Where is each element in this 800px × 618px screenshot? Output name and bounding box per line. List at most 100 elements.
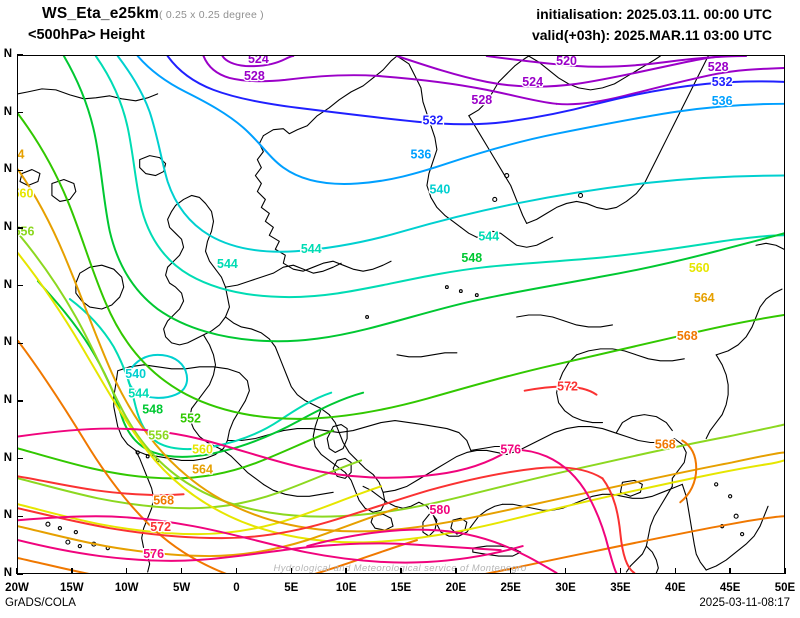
contour-552 bbox=[18, 112, 784, 420]
contour-576-e bbox=[499, 448, 618, 573]
lon-label-15W: 15W bbox=[60, 582, 84, 594]
contour-528-east bbox=[555, 66, 784, 106]
lon-tick-10E bbox=[345, 568, 347, 574]
contour-label-560-33: 560 bbox=[18, 186, 33, 200]
lon-tick-40E bbox=[674, 568, 676, 574]
contour-label-568-16: 568 bbox=[677, 329, 698, 343]
contour-572-arc bbox=[523, 385, 598, 396]
contour-552-iberia bbox=[18, 429, 335, 480]
contour-label-548-13: 548 bbox=[461, 251, 482, 265]
contour-548 bbox=[62, 56, 784, 343]
contour-label-564-32: 564 bbox=[18, 148, 24, 162]
lat-label-6: N bbox=[3, 394, 12, 406]
contour-568 bbox=[18, 339, 784, 573]
contour-label-564-28: 564 bbox=[192, 462, 213, 476]
model-name: WS_Eta_e25km bbox=[42, 5, 159, 22]
contour-568-me bbox=[679, 439, 698, 504]
lat-tick-0 bbox=[17, 54, 23, 56]
contour-label-544-23: 544 bbox=[128, 387, 149, 401]
lat-label-1: N bbox=[3, 105, 12, 118]
lon-tick-25E bbox=[510, 568, 512, 574]
lon-label-10E: 10E bbox=[335, 582, 357, 594]
lat-label-3: N bbox=[3, 221, 12, 233]
lat-label-5: N bbox=[3, 336, 12, 349]
lon-label-5W: 5W bbox=[172, 582, 191, 594]
lat-label-2: N bbox=[3, 163, 12, 176]
contour-label-548-24: 548 bbox=[142, 403, 163, 417]
lat-tick-6 bbox=[17, 400, 23, 402]
contour-label-544-12: 544 bbox=[478, 229, 499, 243]
contour-label-576-31: 576 bbox=[143, 547, 164, 561]
lat-label-7: N bbox=[3, 451, 12, 464]
contour-548-iberia bbox=[36, 280, 365, 458]
lon-label-30E: 30E bbox=[555, 582, 576, 594]
lat-tick-1 bbox=[17, 112, 23, 114]
lat-tick-4 bbox=[17, 285, 23, 287]
figure-header: WS_Eta_e25km( 0.25 x 0.25 degree ) <500h… bbox=[0, 0, 800, 52]
contour-label-560-27: 560 bbox=[192, 442, 213, 456]
contour-524-west bbox=[221, 56, 295, 68]
contour-label-528-4: 528 bbox=[471, 93, 492, 107]
contour-556-afr bbox=[18, 459, 363, 510]
contour-580 bbox=[18, 515, 524, 564]
lat-tick-3 bbox=[17, 227, 23, 229]
model-resolution: ( 0.25 x 0.25 degree ) bbox=[159, 9, 264, 21]
lon-tick-30E bbox=[564, 568, 567, 574]
contour-label-528-1: 528 bbox=[244, 69, 265, 83]
lat-tick-8 bbox=[17, 515, 23, 517]
lat-label-9: N bbox=[3, 567, 12, 579]
contour-label-560-14: 560 bbox=[689, 261, 710, 275]
lon-tick-5W bbox=[180, 568, 183, 574]
lon-tick-20W bbox=[16, 568, 18, 574]
lon-label-25E: 25E bbox=[500, 582, 521, 594]
lon-label-50E: 50E bbox=[774, 582, 796, 594]
contour-540 bbox=[116, 56, 784, 253]
producer-credit: GrADS/COLA bbox=[5, 597, 76, 609]
generation-timestamp: 2025-03-11-08:17 bbox=[699, 597, 790, 609]
contour-564 bbox=[18, 168, 784, 533]
lat-label-4: N bbox=[3, 278, 12, 291]
contour-label-556-26: 556 bbox=[148, 429, 169, 443]
contour-label-568-18: 568 bbox=[655, 437, 676, 451]
lon-tick-5E bbox=[290, 568, 292, 574]
contour-576 bbox=[18, 539, 502, 562]
lat-label-0: N bbox=[3, 48, 12, 60]
contour-label-524-3: 524 bbox=[522, 75, 543, 89]
lon-label-40E: 40E bbox=[665, 582, 686, 594]
contour-572-levant bbox=[601, 477, 636, 573]
contour-560 bbox=[18, 252, 784, 544]
valid-time: valid(+03h): 2025.MAR.11 03:00 UTC bbox=[531, 27, 772, 43]
lon-label-15E: 15E bbox=[390, 582, 412, 594]
coastlines-layer bbox=[18, 56, 784, 573]
model-title: WS_Eta_e25km( 0.25 x 0.25 degree ) bbox=[42, 5, 264, 23]
contour-label-532-7: 532 bbox=[712, 75, 733, 89]
contour-label-544-21: 544 bbox=[217, 257, 238, 271]
contour-572 bbox=[18, 466, 604, 540]
lat-tick-5 bbox=[17, 342, 23, 344]
lat-tick-2 bbox=[17, 169, 23, 171]
lon-label-20W: 20W bbox=[5, 582, 29, 594]
contour-label-564-15: 564 bbox=[694, 291, 715, 305]
lon-tick-35E bbox=[619, 568, 622, 574]
map-plot-area[interactable]: 524 528 520 524 528 528 532 532 536 536 540 544 544 5… bbox=[17, 55, 785, 574]
lon-tick-50E bbox=[784, 568, 786, 574]
initialisation-time: initialisation: 2025.03.11. 00:00 UTC bbox=[536, 6, 772, 22]
lon-tick-20E bbox=[455, 568, 457, 574]
contour-544-iberia bbox=[68, 298, 333, 451]
lon-label-20E: 20E bbox=[445, 582, 467, 594]
contour-label-576-19: 576 bbox=[500, 442, 521, 456]
lat-tick-7 bbox=[17, 458, 23, 460]
contour-556 bbox=[18, 232, 784, 518]
lat-label-8: N bbox=[3, 509, 12, 522]
contour-map-svg: 5245285205245285285325325365365405445445… bbox=[18, 56, 784, 573]
lat-tick-9 bbox=[17, 573, 23, 575]
contour-544 bbox=[94, 56, 784, 299]
lon-label-35E: 35E bbox=[610, 582, 631, 594]
contour-532 bbox=[166, 56, 784, 126]
contour-label-568-29: 568 bbox=[153, 493, 174, 507]
lon-tick-10W bbox=[126, 568, 128, 574]
lon-tick-45E bbox=[729, 568, 731, 574]
contour-label-552-25: 552 bbox=[180, 412, 201, 426]
contour-label-528-5: 528 bbox=[708, 60, 729, 74]
